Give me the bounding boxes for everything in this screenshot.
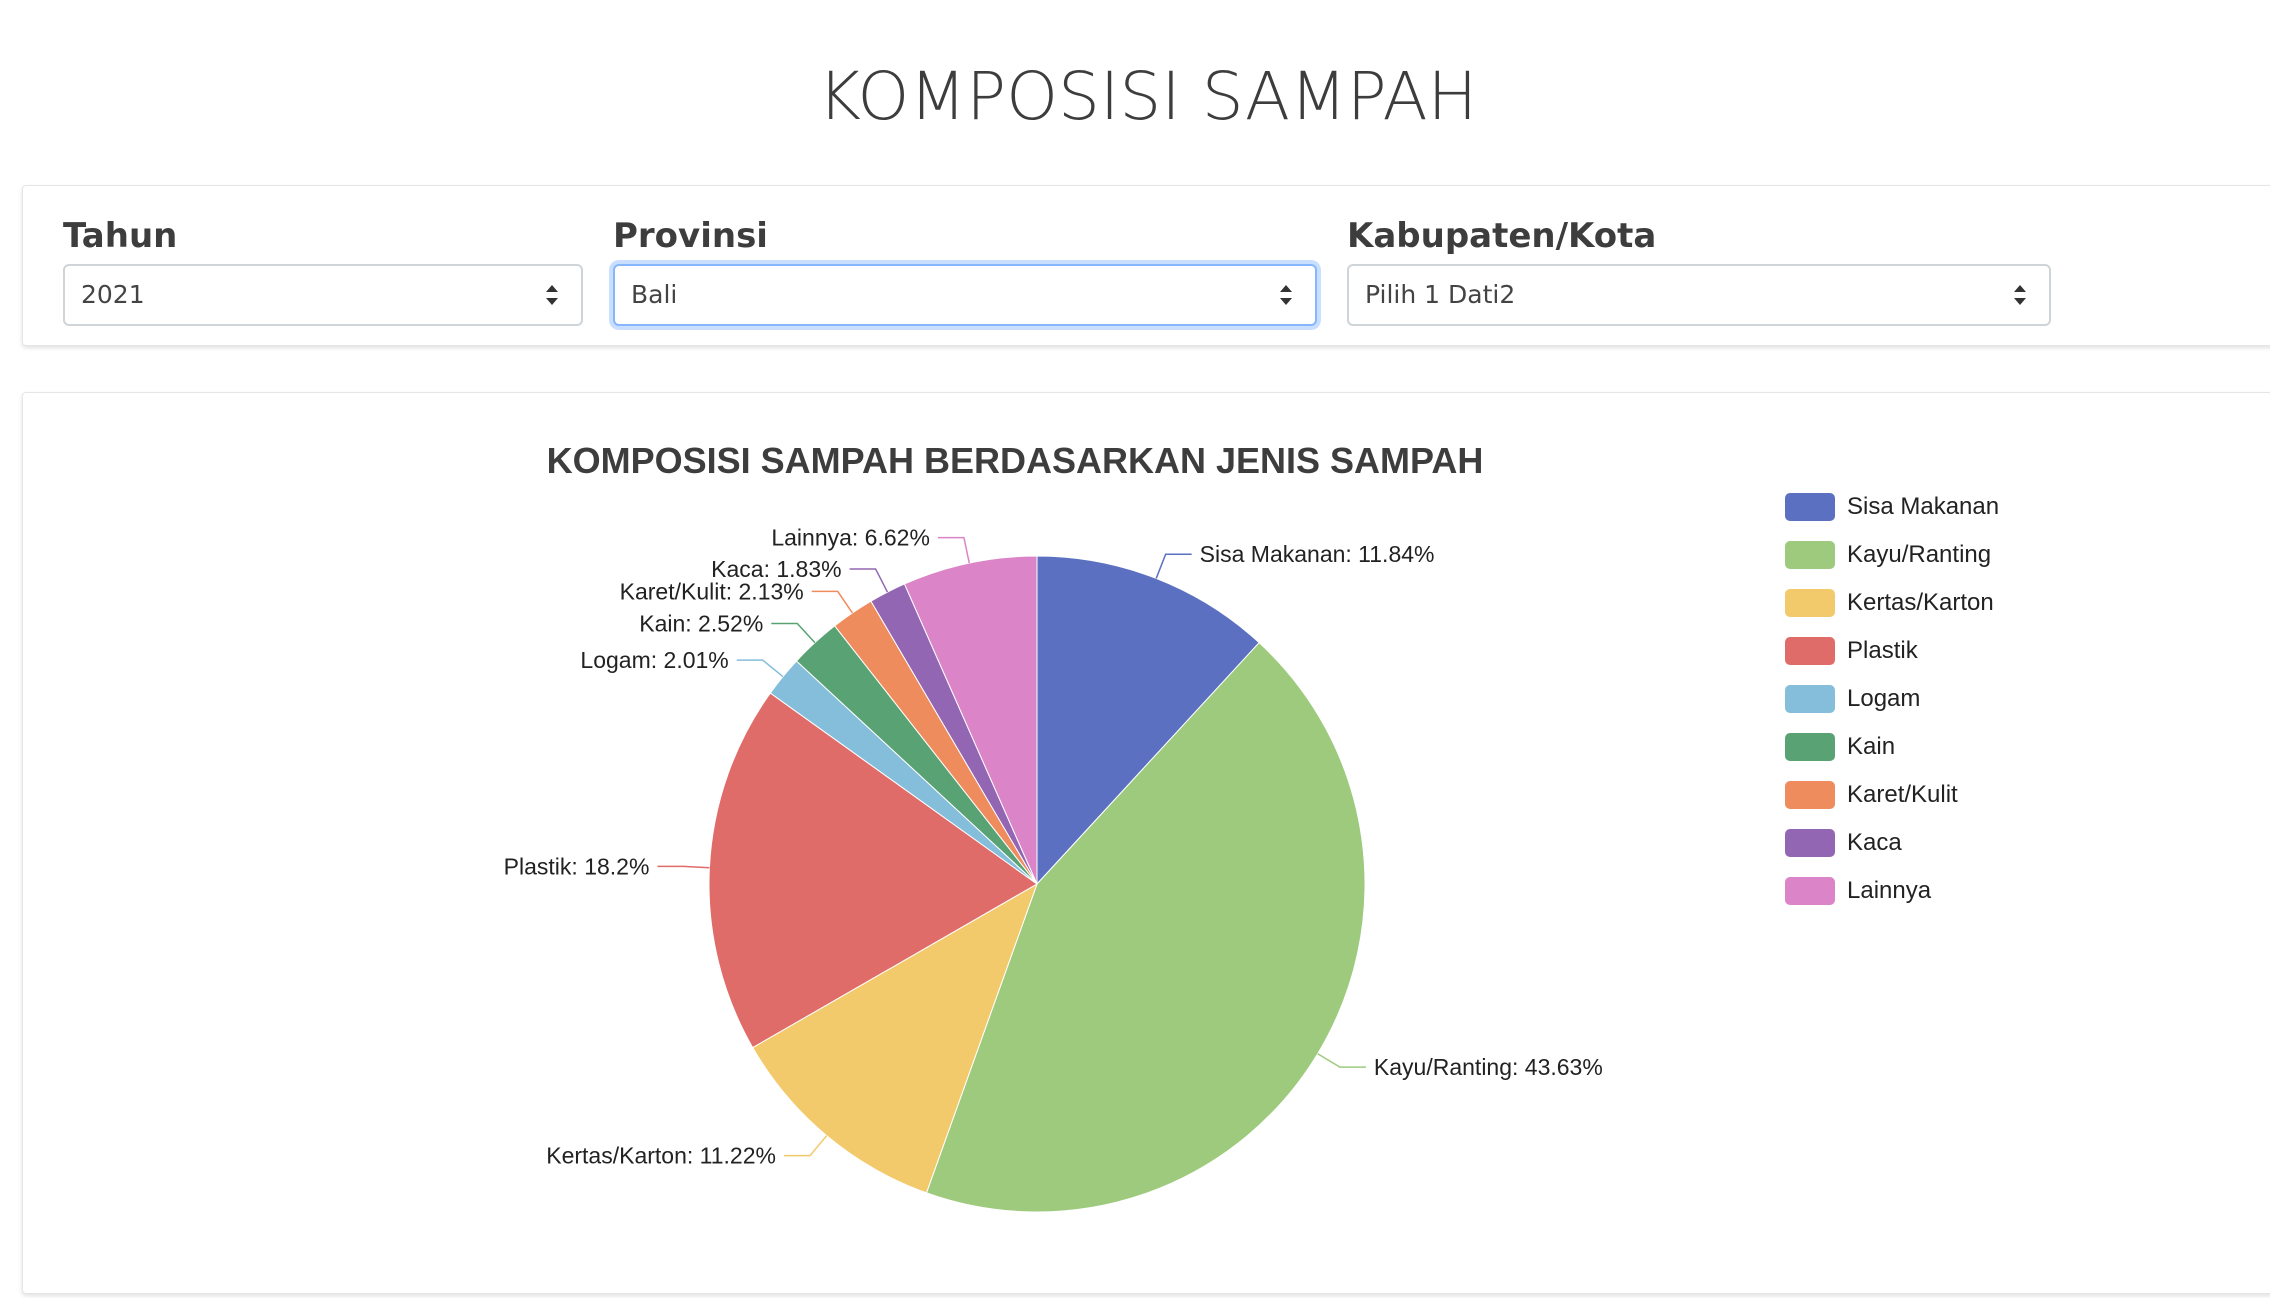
slice-label-lainnya: Lainnya: 6.62% [771,525,930,551]
page-title: KOMPOSISI SAMPAH [817,58,1478,135]
legend-label: Kain [1847,733,1896,760]
slice-label-kayu-ranting: Kayu/Ranting: 43.63% [1374,1054,1603,1080]
leader-line-plastik [657,865,710,869]
tahun-select[interactable]: 2021 [63,264,583,326]
legend-item-plastik[interactable]: Plastik [1785,627,1999,675]
provinsi-select-value: Bali [631,280,678,309]
legend-item-sisa-makanan[interactable]: Sisa Makanan [1785,483,1999,531]
legend-swatch [1785,829,1835,857]
legend-swatch [1785,685,1835,713]
pie-labels: Sisa Makanan: 11.84% Kayu/Ranting: 43.63%… [504,525,1603,1169]
legend-label: Lainnya [1847,877,1932,904]
legend-label: Plastik [1847,637,1918,664]
legend-label: Logam [1847,685,1921,712]
legend-item-kain[interactable]: Kain [1785,723,1999,771]
leader-line-kain [771,622,816,644]
legend-item-logam[interactable]: Logam [1785,675,1999,723]
provinsi-select[interactable]: Bali [613,264,1317,326]
pie-slice-plastik[interactable] [708,692,1038,1049]
legend-item-kayu-ranting[interactable]: Kayu/Ranting [1785,531,1999,579]
chart-title: KOMPOSISI SAMPAH BERDASARKAN JENIS SAMPA… [546,440,1484,481]
slice-label-karet-kulit: Karet/Kulit: 2.13% [620,578,804,604]
slice-label-kain: Kain: 2.52% [639,611,763,637]
legend-swatch [1785,781,1835,809]
leader-line-kaca [849,568,889,593]
legend-swatch [1785,637,1835,665]
pie-slice-kertas-karton[interactable] [752,882,1038,1194]
legend-item-kertas-karton[interactable]: Kertas/Karton [1785,579,1999,627]
filter-tahun: Tahun 2021 [63,214,583,326]
legend-swatch [1785,877,1835,905]
legend-swatch [1785,733,1835,761]
leader-line-lainnya [937,536,971,564]
slice-label-kaca: Kaca: 1.83% [711,556,841,582]
leader-line-kayu-ranting [1317,1053,1366,1068]
legend-item-lainnya[interactable]: Lainnya [1785,867,1999,915]
select-arrows-icon [1280,285,1292,305]
filter-provinsi-label: Provinsi [613,216,768,256]
legend-label: Karet/Kulit [1847,781,1958,808]
filter-panel: Tahun 2021 Provinsi Bali Kabupaten/Kota … [22,185,2270,346]
legend-label: Kayu/Ranting [1847,541,1992,568]
legend-label: Kertas/Karton [1847,589,1994,616]
legend-label: Kaca [1847,829,1902,856]
legend-label: Sisa Makanan [1847,493,2000,520]
kabupaten-select[interactable]: Pilih 1 Dati2 [1347,264,2051,326]
leader-line-kertas-karton [783,1135,828,1157]
legend-swatch [1785,493,1835,521]
filter-kabupaten: Kabupaten/Kota Pilih 1 Dati2 [1347,214,2051,326]
tahun-select-value: 2021 [81,280,145,309]
filter-tahun-label: Tahun [63,216,178,256]
chart-legend: Sisa Makanan Kayu/Ranting Kertas/Karton Pla… [1785,483,1999,915]
select-arrows-icon [2014,285,2026,305]
slice-label-plastik: Plastik: 18.2% [504,853,650,879]
legend-item-karet-kulit[interactable]: Karet/Kulit [1785,771,1999,819]
legend-swatch [1785,589,1835,617]
legend-swatch [1785,541,1835,569]
select-arrows-icon [546,285,558,305]
leader-line-logam [736,659,784,678]
pie-slice-sisa-makanan[interactable] [1036,555,1260,886]
slice-label-sisa-makanan: Sisa Makanan: 11.84% [1200,541,1435,567]
legend-item-kaca[interactable]: Kaca [1785,819,1999,867]
leader-line-sisa-makanan [1155,553,1192,579]
slice-label-kertas-karton: Kertas/Karton: 11.22% [546,1143,776,1169]
slice-label-logam: Logam: 2.01% [580,647,728,673]
leader-line-karet-kulit [811,590,854,614]
pie-slices [708,555,1366,1213]
filter-provinsi: Provinsi Bali [613,214,1317,326]
filter-kabupaten-label: Kabupaten/Kota [1347,216,1657,256]
kabupaten-select-value: Pilih 1 Dati2 [1365,280,1516,309]
